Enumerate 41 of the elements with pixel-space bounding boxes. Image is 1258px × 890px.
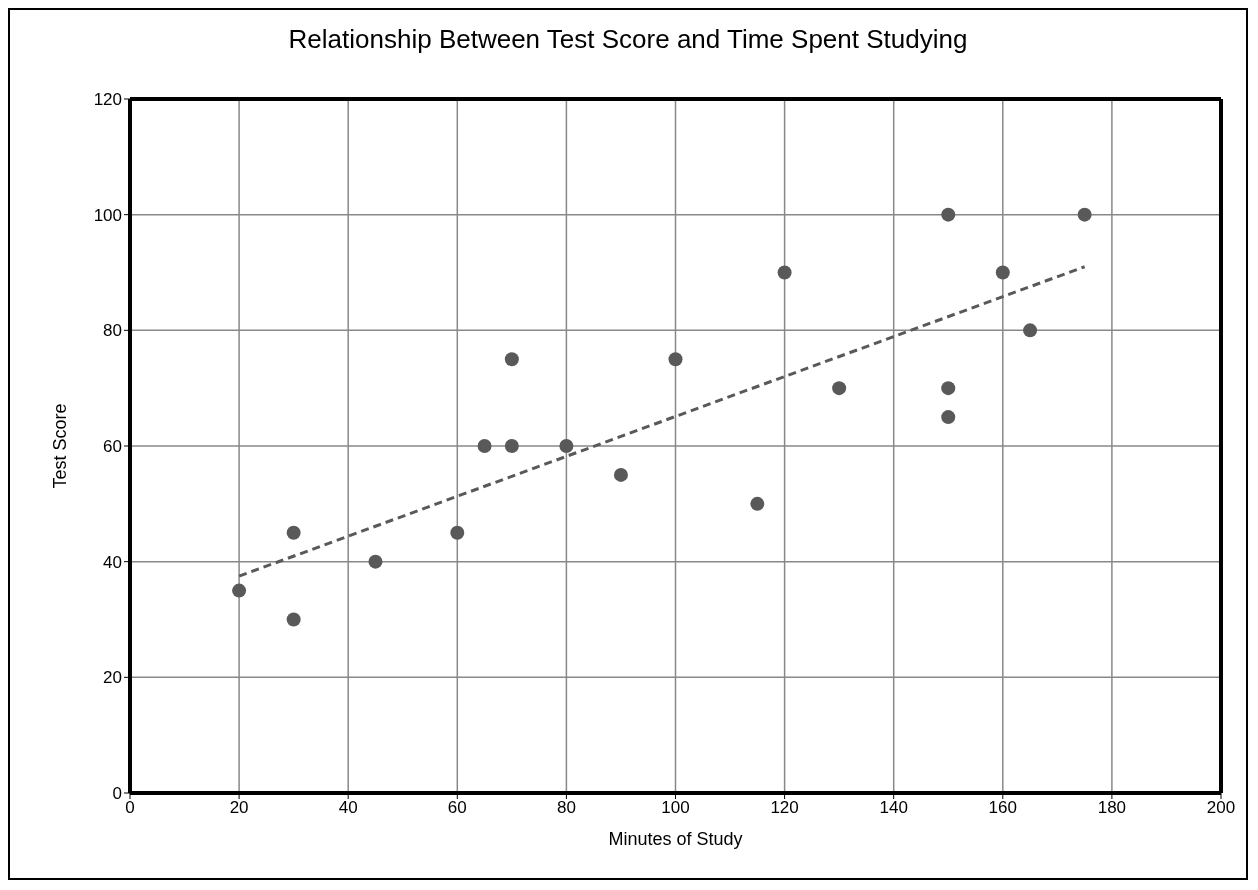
point [941,207,956,222]
x-tick-label: 160 [988,798,1017,818]
x-tick-label: 0 [125,798,135,818]
x-tick-label: 200 [1206,798,1236,818]
point [613,467,628,482]
point [995,265,1010,280]
x-tick-label: 80 [556,798,576,818]
point [286,525,301,540]
point [941,381,956,396]
x-tick-label: 20 [229,798,249,818]
x-tick-label: 120 [770,798,799,818]
point [1023,323,1038,338]
x-axis-title: Minutes of Study [608,829,743,849]
point [504,352,519,367]
x-tick-label: 40 [338,798,358,818]
point [941,410,956,425]
y-axis-title: Test Score [50,403,71,489]
x-tick-label: 180 [1097,798,1127,818]
point [477,439,492,453]
point [504,439,519,453]
point [450,525,465,540]
x-tick-label: 140 [879,798,908,818]
y-tick-label: 0 [112,784,122,804]
point [832,381,847,396]
point [368,554,383,569]
x-tick-label: 100 [661,798,690,818]
point [777,265,792,280]
y-tick-label: 100 [93,205,122,225]
point [750,496,765,511]
y-tick-label: 40 [103,552,122,572]
y-tick-label: 60 [103,437,122,457]
point [1077,207,1092,222]
point [559,439,574,453]
x-tick-label: 60 [447,798,467,818]
point [668,352,683,367]
point [232,583,247,598]
y-tick-label: 20 [103,668,122,688]
y-tick-label: 80 [103,321,122,341]
y-tick-label: 120 [93,90,122,110]
chart-title: Relationship Between Test Score and Time Spent Studying [287,24,969,56]
point [286,612,301,627]
